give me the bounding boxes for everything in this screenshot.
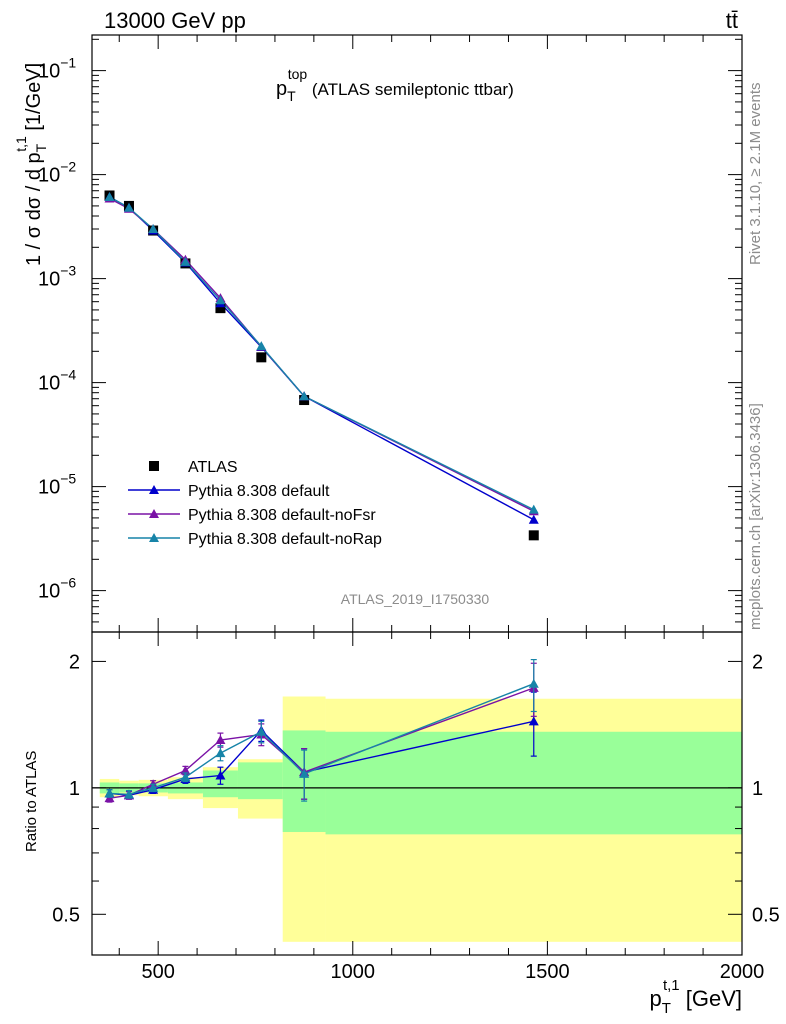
main-y-tick-label: 10−2 [38,159,76,187]
x-tick-label: 500 [141,961,174,983]
main-y-tick-label: 10−6 [38,575,76,603]
main-y-tick-exp: −1 [60,55,76,71]
ratio-frame [91,631,743,956]
main-y-tick-base: 10 [38,373,60,395]
ratio-point-pythia-8-308-default [528,716,539,726]
ratio-y-tick-label-right: 2 [752,651,763,673]
x-tick-label: 1000 [331,961,376,983]
x-axis-label-sub: T [662,1000,671,1017]
series-line-pythia-8-308-default-nofsr [109,197,535,512]
legend: ATLAS Pythia 8.308 default Pythia 8.308 de… [128,459,382,548]
main-y-tick-exp: −4 [60,367,76,383]
main-series [104,190,539,541]
legend-marker-atlas [149,461,159,471]
data-point-pythia-8-308-default [528,514,539,524]
legend-label-pythia-8-308-default-norap: Pythia 8.308 default-noRap [188,531,382,548]
data-point-pythia-8-308-default-norap [104,191,115,201]
series-line-pythia-8-308-default-norap [109,196,535,511]
ratio-point-pythia-8-308-default-norap [180,772,191,782]
data-point-atlas [256,352,267,363]
legend-marker-pythia-8-308-default-norap [149,533,159,542]
rivet-label: Rivet 3.1.10, ≥ 2.1M events [747,83,764,266]
plot-title-main: p [276,78,287,100]
analysis-id: ATLAS_2019_I1750330 [341,591,490,607]
ratio-point-pythia-8-308-default-norap [299,768,310,778]
data-point-pythia-8-308-default-norap [123,202,134,212]
data-point-pythia-8-308-default-norap [528,504,539,514]
data-point-pythia-8-308-default-norap [256,341,267,351]
legend-label-pythia-8-308-default-nofsr: Pythia 8.308 default-noFsr [188,507,376,524]
legend-marker-pythia-8-308-default-nofsr [149,509,159,518]
ratio-point-pythia-8-308-default [215,770,226,780]
series-line-pythia-8-308-default [109,196,535,521]
main-y-tick-label: 10−4 [38,367,76,395]
data-point-pythia-8-308-default-norap [148,223,159,233]
data-point-pythia-8-308-default-norap [299,391,310,401]
main-y-axis-label-sub: T [33,143,49,152]
x-axis-label: pTt,1 [GeV] [650,977,742,1017]
main-panel: 10−610−510−410−310−210−1 pTtop (ATLAS se… [13,34,743,633]
x-tick-label: 1500 [525,961,570,983]
main-y-axis-label: 1 / σ dσ / d pTt,1 [1/GeV] [13,63,49,266]
x-axis-label-sup: t,1 [663,977,680,994]
ratio-y-tick-label: 0.5 [52,904,80,926]
ratio-y-tick-label-right: 1 [752,778,763,800]
ratio-point-pythia-8-308-default-norap [104,788,115,798]
ratio-panel: 0.5 0.5 1 1 2 2 500 1000 1500 2000 Ratio to ATLA… [23,631,780,1017]
ratio-point-pythia-8-308-default-nofsr [215,734,226,744]
plot-title-rest: (ATLAS semileptonic ttbar) [307,80,514,99]
ratio-plot-frame [91,631,743,956]
main-y-tick-exp: −5 [60,471,76,487]
ratio-y-axis-label: Ratio to ATLAS [23,751,40,852]
main-y-axis-label-b: [1/GeV] [23,63,45,136]
ratio-y-tick-label-right: 0.5 [752,904,780,926]
main-y-tick-label: 10−1 [38,55,76,83]
plot-title-sup: top [288,66,308,82]
ratio-line-pythia-8-308-default-norap [109,683,535,796]
x-axis-label-a: p [650,986,662,1011]
main-y-tick-base: 10 [38,61,60,83]
header-right: tt̄ [726,8,738,33]
mcplots-label: mcplots.cern.ch [arXiv:1306.3436] [747,403,764,630]
main-y-axis-label-a: 1 / σ dσ / d p [23,152,45,266]
main-y-tick-base: 10 [38,165,60,187]
main-y-tick-base: 10 [38,477,60,499]
ratio-y-tick-label: 1 [69,778,80,800]
ratio-bands [92,696,742,942]
stat-uncertainty-band [237,762,283,800]
ratio-point-pythia-8-308-default-norap [215,748,226,758]
ratio-point-pythia-8-308-default-norap [123,789,134,799]
main-y-tick-label: 10−5 [38,471,76,499]
main-y-tick-base: 10 [38,269,60,291]
legend-marker-pythia-8-308-default [149,485,159,494]
ratio-point-pythia-8-308-default-norap [256,726,267,736]
main-y-tick-exp: −6 [60,575,76,591]
main-y-ticks: 10−610−510−410−310−210−1 [38,38,742,633]
main-y-tick-label: 10−3 [38,263,76,291]
data-point-atlas [528,530,539,541]
ratio-series [104,659,539,803]
main-x-ticks [118,35,743,632]
ratio-point-pythia-8-308-default-nofsr [180,765,191,775]
main-y-tick-exp: −2 [60,159,76,175]
main-y-tick-exp: −3 [60,263,76,279]
plot-title-sub: T [287,88,296,104]
legend-label-pythia-8-308-default: Pythia 8.308 default [188,483,330,500]
data-point-atlas [215,303,226,314]
plot-title: pTtop (ATLAS semileptonic ttbar) [276,66,514,104]
header-left: 13000 GeV pp [104,8,246,33]
data-point-pythia-8-308-default-norap [215,295,226,305]
data-point-pythia-8-308-default-norap [180,256,191,266]
x-tick-label: 2000 [720,961,765,983]
main-y-axis-label-sup: t,1 [13,136,29,152]
x-axis-label-b: [GeV] [680,986,742,1011]
main-y-tick-base: 10 [38,581,60,603]
ratio-x-ticks: 500 1000 1500 2000 [118,632,765,983]
ratio-point-pythia-8-308-default-norap [148,782,159,792]
ratio-point-pythia-8-308-default-norap [528,678,539,688]
ratio-y-ticks: 0.5 0.5 1 1 2 2 [52,651,780,926]
legend-label-atlas: ATLAS [188,459,238,476]
ratio-y-tick-label: 2 [69,651,80,673]
